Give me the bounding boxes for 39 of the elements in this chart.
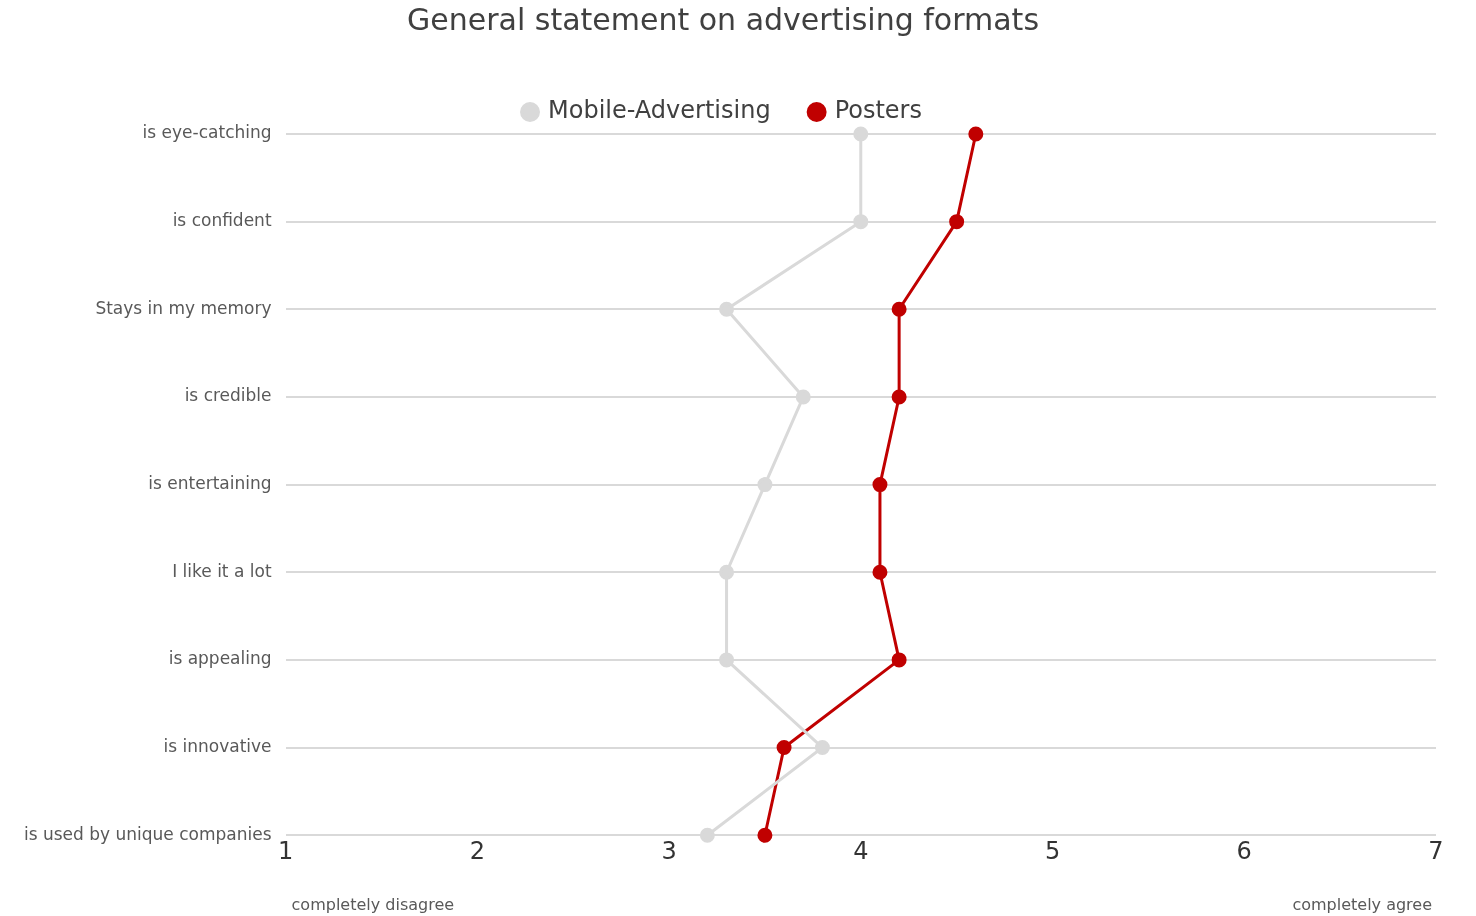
y-tick-label: is innovative <box>163 735 272 756</box>
y-tick-label: Stays in my memory <box>95 297 272 318</box>
chart-title: General statement on advertising formats <box>406 1 1040 37</box>
y-tick-label: is credible <box>184 385 272 406</box>
point <box>891 301 907 317</box>
legend-label: Mobile-Advertising <box>548 96 771 125</box>
point <box>795 389 811 405</box>
point <box>968 126 984 142</box>
point <box>891 389 907 405</box>
point <box>719 301 735 317</box>
y-tick-label: is entertaining <box>148 473 272 494</box>
point <box>814 740 830 756</box>
point <box>776 740 792 756</box>
point <box>719 652 735 668</box>
y-tick-label: I like it a lot <box>172 560 272 581</box>
x-tick-label: 6 <box>1236 836 1252 865</box>
text: completely disagree <box>291 895 455 915</box>
point <box>949 214 965 230</box>
point <box>853 126 869 142</box>
y-tick-label: is appealing <box>168 648 272 669</box>
x-tick-label: 3 <box>661 836 677 865</box>
point <box>872 564 888 580</box>
x-tick-label: 1 <box>277 836 294 865</box>
point <box>891 652 907 668</box>
text: completely agree <box>1292 895 1432 915</box>
point <box>757 477 773 493</box>
point <box>757 827 773 843</box>
x-tick-label: 5 <box>1044 836 1061 865</box>
x-tick-label: 4 <box>853 836 869 865</box>
point <box>719 564 735 580</box>
point <box>872 477 888 493</box>
y-tick-label: is confident <box>172 210 272 231</box>
y-tick-label: is eye-catching <box>142 122 272 143</box>
point <box>699 827 715 843</box>
y-tick-label: is used by unique companies <box>23 823 272 844</box>
point <box>853 214 869 230</box>
x-tick-label: 2 <box>469 836 485 865</box>
x-tick-label: 7 <box>1428 836 1444 865</box>
legend-label: Posters <box>834 96 922 125</box>
